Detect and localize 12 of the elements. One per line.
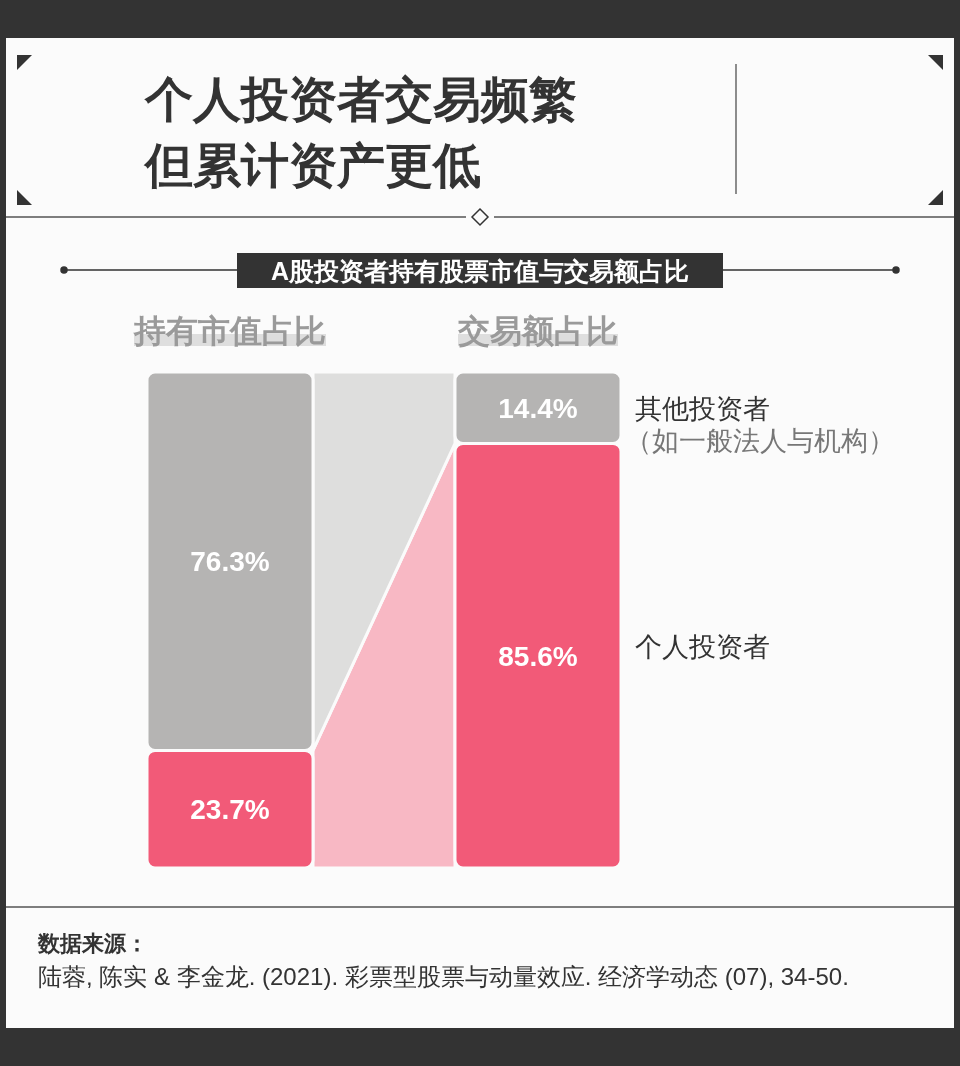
data-label: 23.7% <box>190 794 270 826</box>
x-tick-label: 交易额占比 <box>457 313 618 349</box>
series-label: 其他投资者（如一般法人与机构） <box>625 393 895 456</box>
chart-subtitle: A股投资者持有股票市值与交易额占比 <box>270 257 690 285</box>
series-label: 个人投资者 <box>635 631 770 662</box>
source-note: 数据来源： <box>37 931 148 956</box>
x-tick-label: 持有市值占比 <box>133 313 326 349</box>
data-label: 85.6% <box>498 640 578 672</box>
data-label: 76.3% <box>190 546 270 578</box>
data-label: 14.4% <box>498 392 578 424</box>
chart-title: 个人投资者交易频繁但累计资产更低 <box>143 73 577 192</box>
text: 陆蓉, 陈实 & 李金龙. (2021). 彩票型股票与动量效应. 经济学动态 (07), 34-50. <box>38 963 849 990</box>
